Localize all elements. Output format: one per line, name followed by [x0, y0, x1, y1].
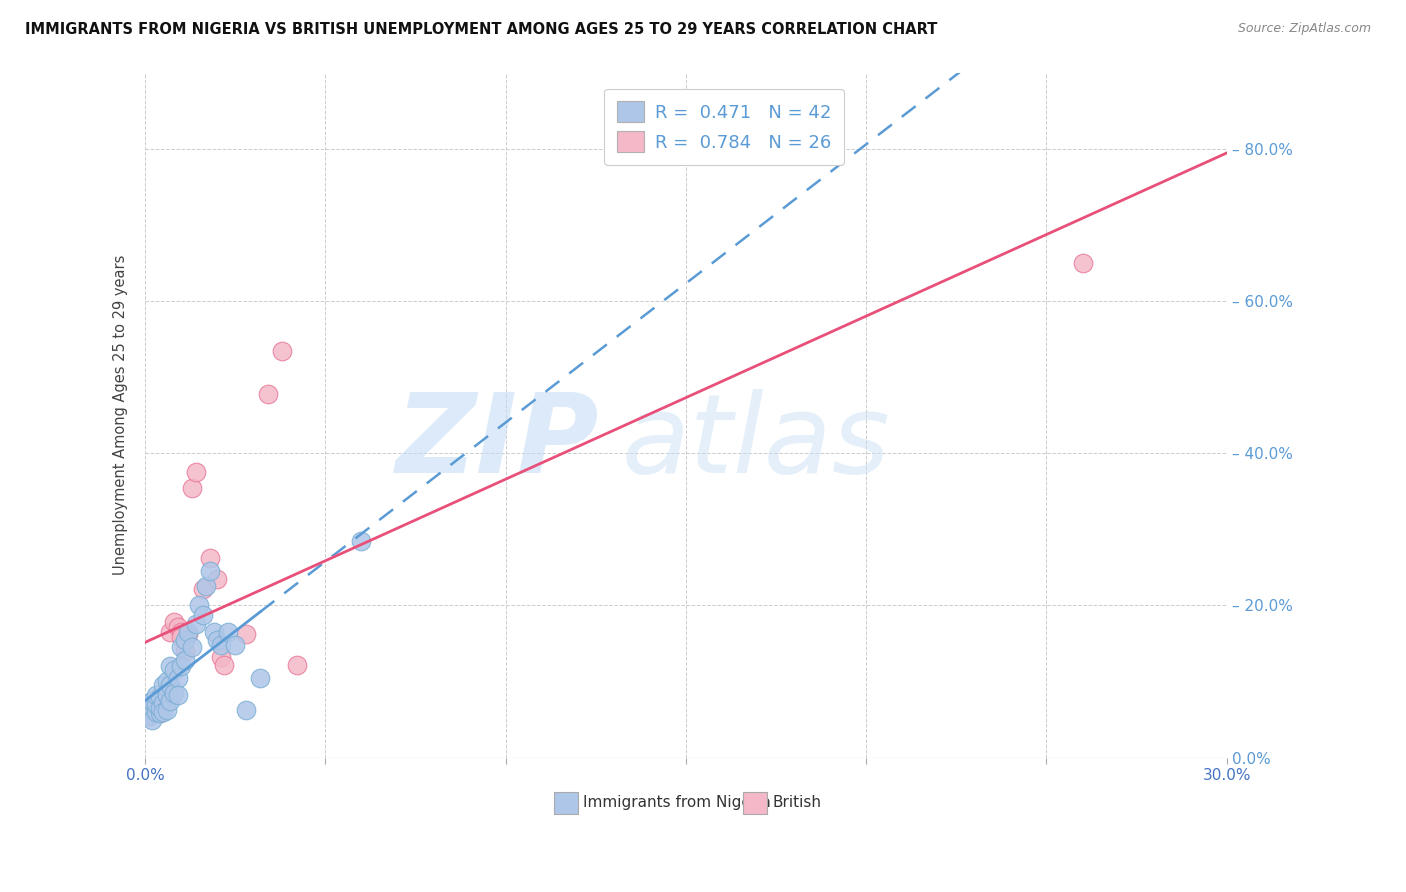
Point [191, 607, 214, 622]
Point [181, 640, 204, 655]
Point [170, 640, 193, 655]
Point [145, 688, 167, 702]
Point [170, 631, 193, 645]
Point [249, 671, 271, 685]
Point [156, 688, 179, 702]
Point [209, 650, 232, 665]
Point [138, 708, 160, 723]
Text: Source: ZipAtlas.com: Source: ZipAtlas.com [1237, 22, 1371, 36]
Point [195, 579, 218, 593]
Point [148, 701, 170, 715]
Point [148, 706, 170, 721]
Point [224, 638, 246, 652]
Point [205, 632, 228, 647]
Point [209, 638, 232, 652]
Point [188, 599, 211, 613]
Point [152, 696, 174, 710]
Point [173, 632, 195, 647]
Point [173, 644, 195, 658]
Point [163, 663, 186, 677]
Point [145, 705, 167, 719]
Point [205, 572, 228, 586]
Point [152, 705, 174, 719]
Point [159, 659, 181, 673]
Text: IMMIGRANTS FROM NIGERIA VS BRITISH UNEMPLOYMENT AMONG AGES 25 TO 29 YEARS CORREL: IMMIGRANTS FROM NIGERIA VS BRITISH UNEMP… [25, 22, 938, 37]
Point [191, 582, 214, 596]
Point [235, 627, 257, 641]
Point [285, 657, 308, 672]
Point [138, 701, 160, 715]
Point [156, 674, 179, 689]
FancyBboxPatch shape [744, 792, 768, 814]
Point [145, 696, 167, 710]
Text: atlas: atlas [621, 389, 890, 496]
Point [138, 708, 160, 723]
Point [159, 693, 181, 707]
Text: Immigrants from Nigeria: Immigrants from Nigeria [583, 795, 770, 810]
Point [256, 387, 278, 401]
Point [166, 620, 188, 634]
Point [181, 481, 204, 495]
Text: British: British [772, 795, 821, 810]
Point [1071, 256, 1094, 270]
Point [198, 551, 221, 566]
Point [141, 713, 163, 727]
Point [177, 627, 200, 641]
Point [217, 625, 239, 640]
Point [148, 690, 170, 704]
Point [163, 686, 186, 700]
Point [170, 625, 193, 640]
Point [235, 703, 257, 717]
Point [156, 703, 179, 717]
Point [148, 706, 170, 721]
Point [177, 625, 200, 640]
Point [184, 617, 207, 632]
Point [156, 693, 179, 707]
Point [141, 693, 163, 707]
Point [159, 625, 181, 640]
Legend: R =  0.471   N = 42, R =  0.784   N = 26: R = 0.471 N = 42, R = 0.784 N = 26 [605, 89, 844, 165]
Point [145, 698, 167, 712]
Point [184, 465, 207, 479]
Point [166, 671, 188, 685]
Point [214, 657, 236, 672]
Text: ZIP: ZIP [396, 389, 599, 496]
Point [173, 653, 195, 667]
Point [159, 678, 181, 692]
Point [166, 688, 188, 702]
Point [152, 688, 174, 702]
Point [350, 533, 373, 548]
Point [163, 615, 186, 629]
FancyBboxPatch shape [554, 792, 578, 814]
Point [148, 698, 170, 712]
Point [271, 343, 294, 358]
Y-axis label: Unemployment Among Ages 25 to 29 years: Unemployment Among Ages 25 to 29 years [114, 255, 128, 575]
Point [141, 703, 163, 717]
Point [170, 659, 193, 673]
Point [202, 625, 225, 640]
Point [152, 678, 174, 692]
Point [198, 564, 221, 578]
